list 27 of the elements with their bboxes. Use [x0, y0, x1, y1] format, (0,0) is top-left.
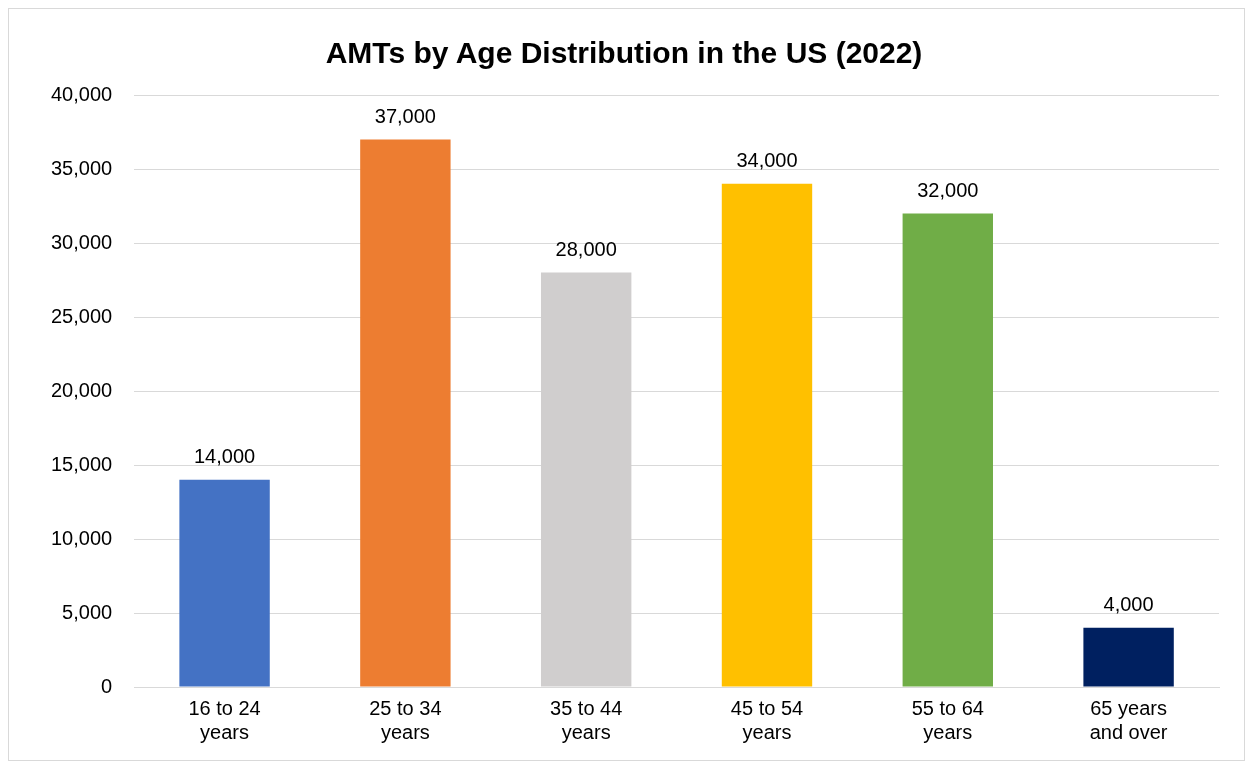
bar: [902, 213, 993, 687]
y-tick-label: 35,000: [51, 156, 113, 179]
x-tick-label: 65 years and over: [1089, 696, 1168, 743]
bar: [1083, 627, 1174, 687]
data-label: 4,000: [1103, 593, 1154, 616]
bar: [721, 183, 813, 687]
x-tick-label: 16 to 24 years: [188, 696, 261, 743]
bar: [179, 479, 270, 687]
y-tick-label: 10,000: [51, 526, 113, 549]
data-label: 37,000: [374, 104, 436, 127]
data-label: 32,000: [917, 178, 979, 201]
data-label: 34,000: [736, 149, 798, 172]
y-tick-label: 0: [101, 674, 113, 697]
bar: [360, 139, 451, 687]
x-tick-label: 55 to 64 years: [911, 696, 984, 743]
y-tick-label: 5,000: [62, 600, 113, 623]
x-tick-label: 35 to 44 years: [550, 696, 623, 743]
y-tick-label: 20,000: [51, 378, 113, 401]
y-tick-label: 15,000: [51, 452, 113, 475]
x-tick-label: 45 to 54 years: [730, 696, 804, 743]
x-tick-label: 25 to 34 years: [369, 696, 442, 743]
y-tick-label: 25,000: [51, 304, 113, 327]
chart-title: AMTs by Age Distribution in the US (2022): [325, 36, 923, 70]
y-tick-label: 40,000: [51, 82, 113, 105]
data-label: 14,000: [193, 445, 256, 468]
data-label: 28,000: [555, 238, 617, 261]
y-tick-label: 30,000: [51, 230, 113, 253]
